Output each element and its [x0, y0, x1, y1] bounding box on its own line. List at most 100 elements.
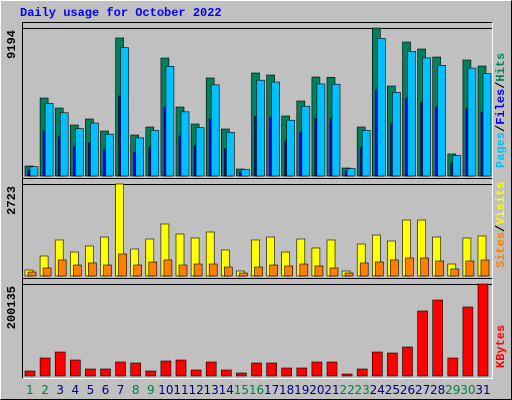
- bar: [452, 155, 462, 177]
- x-tick-label: 14: [219, 383, 234, 397]
- bar: [29, 166, 39, 177]
- bar: [241, 169, 250, 177]
- x-tick-label: 2: [41, 383, 49, 397]
- bar: [226, 131, 235, 177]
- plot-frame: [22, 178, 493, 279]
- y-tick-label: 2723: [5, 186, 19, 215]
- bar: [417, 310, 428, 377]
- bar: [296, 367, 308, 377]
- x-tick-label: 30: [460, 383, 475, 397]
- bar: [59, 112, 69, 177]
- legend-entry: Visits: [494, 182, 508, 225]
- bar: [148, 261, 158, 277]
- bar: [175, 359, 187, 377]
- legend-separator: /: [494, 82, 508, 89]
- legend: Sites/Visits: [494, 182, 508, 268]
- bar: [221, 369, 232, 377]
- bar: [44, 103, 54, 177]
- bar: [150, 130, 160, 177]
- bar: [85, 368, 96, 377]
- x-tick-label: 10: [158, 383, 173, 397]
- y-tick-label: 200135: [5, 286, 19, 329]
- bar: [54, 351, 66, 377]
- x-tick-label: 6: [102, 383, 110, 397]
- x-tick-label: 13: [204, 383, 219, 397]
- bar: [311, 361, 323, 377]
- bar: [120, 47, 129, 177]
- bar: [346, 168, 356, 177]
- bar: [236, 372, 247, 377]
- y-tick-label: 9194: [5, 30, 19, 59]
- bar: [210, 84, 220, 177]
- x-tick-label: 24: [370, 383, 385, 397]
- bar: [387, 352, 398, 377]
- bar: [254, 266, 263, 277]
- bar: [70, 359, 81, 377]
- bar: [392, 91, 401, 177]
- bar: [75, 128, 84, 177]
- x-tick-label: 12: [188, 383, 203, 397]
- legend-entry: KBytes: [494, 325, 508, 368]
- x-tick-label: 27: [415, 383, 430, 397]
- bar: [251, 362, 262, 377]
- bar: [462, 306, 474, 377]
- bar: [359, 262, 369, 277]
- bar: [193, 263, 203, 277]
- legend-separator: /: [494, 125, 508, 132]
- x-tick-label: 21: [324, 383, 339, 397]
- bar: [435, 260, 445, 277]
- bar: [27, 271, 37, 277]
- bar: [224, 266, 233, 277]
- bar: [118, 253, 127, 277]
- bar: [299, 263, 309, 277]
- bar: [467, 67, 477, 177]
- bar: [165, 65, 175, 177]
- bar: [239, 272, 248, 277]
- x-tick-label: 1: [26, 383, 34, 397]
- bar: [314, 265, 324, 277]
- x-tick-label: 29: [445, 383, 460, 397]
- bar: [432, 299, 444, 377]
- bar: [284, 265, 294, 277]
- bar: [402, 346, 413, 377]
- x-tick-label: 17: [264, 383, 279, 397]
- bar: [271, 81, 280, 177]
- legend: KBytes: [494, 325, 508, 368]
- x-tick-label: 22: [339, 383, 354, 397]
- legend-entry: Hits: [494, 53, 508, 82]
- bar: [420, 257, 429, 277]
- bar: [205, 361, 217, 377]
- bar: [195, 127, 205, 177]
- bar: [447, 357, 459, 377]
- x-tick-label: 7: [117, 383, 125, 397]
- bar: [331, 83, 341, 177]
- bar: [301, 105, 311, 177]
- x-tick-label: 19: [294, 383, 309, 397]
- bar: [135, 137, 144, 177]
- bar: [266, 362, 277, 377]
- bar: [42, 267, 52, 277]
- plot-frame: [22, 278, 493, 379]
- bar: [316, 83, 326, 177]
- bar: [326, 361, 338, 377]
- bar: [437, 65, 447, 177]
- x-tick-label: 11: [173, 383, 188, 397]
- x-tick-label: 15: [234, 383, 249, 397]
- bar: [390, 259, 399, 277]
- bar: [281, 367, 293, 377]
- legend-separator: /: [494, 225, 508, 232]
- x-tick-label: 25: [385, 383, 400, 397]
- plot-frame: [22, 278, 493, 379]
- bar: [39, 357, 51, 377]
- bar: [286, 119, 296, 177]
- legend-entry: Pages: [494, 132, 508, 168]
- bar: [133, 264, 142, 277]
- plot-area: [22, 278, 492, 378]
- bar: [208, 263, 218, 277]
- x-tick-label: 5: [87, 383, 95, 397]
- bar: [329, 267, 339, 277]
- bar: [480, 259, 490, 277]
- legend: Pages/Files/Hits: [494, 53, 508, 168]
